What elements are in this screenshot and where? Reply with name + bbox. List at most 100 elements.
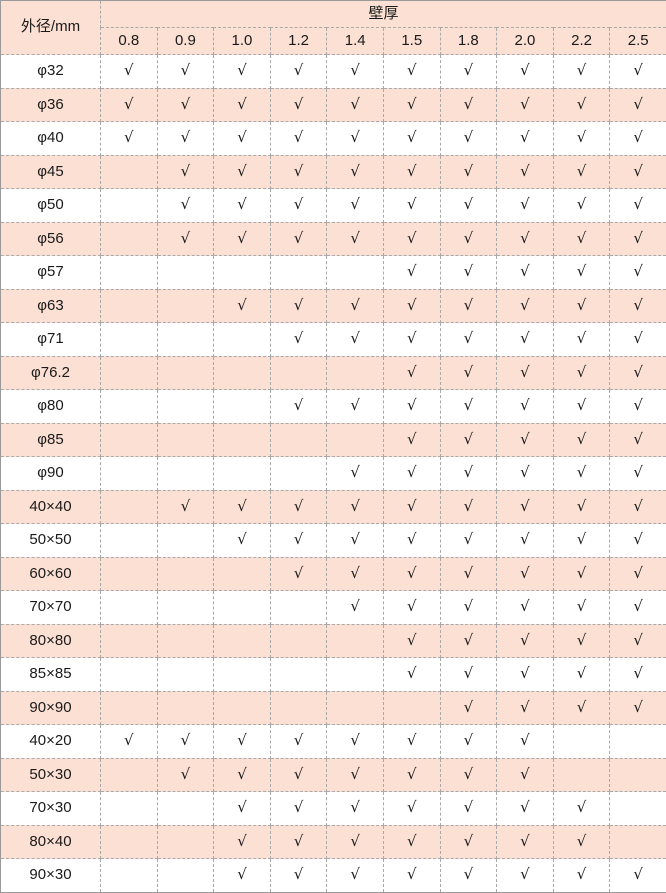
cell-available-check: √ bbox=[157, 490, 214, 524]
cell-available-check: √ bbox=[270, 122, 327, 156]
cell-available-check: √ bbox=[214, 222, 271, 256]
cell-available-check: √ bbox=[440, 725, 497, 759]
cell-empty bbox=[553, 758, 610, 792]
table-row: φ45√√√√√√√√√ bbox=[1, 155, 666, 189]
cell-available-check: √ bbox=[270, 792, 327, 826]
check-icon: √ bbox=[350, 298, 360, 313]
check-icon: √ bbox=[633, 164, 643, 179]
cell-available-check: √ bbox=[610, 591, 666, 625]
cell-available-check: √ bbox=[214, 825, 271, 859]
check-icon: √ bbox=[633, 130, 643, 145]
check-icon: √ bbox=[633, 264, 643, 279]
cell-available-check: √ bbox=[553, 88, 610, 122]
row-label-size: 80×80 bbox=[1, 624, 101, 658]
table-row: 90×30√√√√√√√√ bbox=[1, 859, 666, 893]
check-icon: √ bbox=[577, 566, 587, 581]
check-icon: √ bbox=[520, 633, 530, 648]
check-icon: √ bbox=[577, 398, 587, 413]
check-icon: √ bbox=[237, 298, 247, 313]
cell-available-check: √ bbox=[383, 323, 440, 357]
cell-available-check: √ bbox=[383, 256, 440, 290]
cell-empty bbox=[101, 758, 158, 792]
cell-available-check: √ bbox=[440, 122, 497, 156]
cell-available-check: √ bbox=[383, 591, 440, 625]
check-icon: √ bbox=[294, 767, 304, 782]
row-label-size: φ63 bbox=[1, 289, 101, 323]
cell-empty bbox=[101, 390, 158, 424]
check-icon: √ bbox=[464, 566, 474, 581]
check-icon: √ bbox=[520, 432, 530, 447]
check-icon: √ bbox=[237, 231, 247, 246]
check-icon: √ bbox=[464, 432, 474, 447]
cell-available-check: √ bbox=[553, 289, 610, 323]
cell-empty bbox=[157, 591, 214, 625]
check-icon: √ bbox=[520, 767, 530, 782]
table-row: φ57√√√√√ bbox=[1, 256, 666, 290]
cell-available-check: √ bbox=[440, 88, 497, 122]
cell-available-check: √ bbox=[610, 658, 666, 692]
check-icon: √ bbox=[350, 599, 360, 614]
check-icon: √ bbox=[181, 97, 191, 112]
check-icon: √ bbox=[294, 566, 304, 581]
cell-available-check: √ bbox=[327, 122, 384, 156]
row-label-size: φ76.2 bbox=[1, 356, 101, 390]
cell-empty bbox=[101, 457, 158, 491]
check-icon: √ bbox=[350, 733, 360, 748]
check-icon: √ bbox=[577, 700, 587, 715]
cell-available-check: √ bbox=[383, 88, 440, 122]
check-icon: √ bbox=[577, 532, 587, 547]
cell-available-check: √ bbox=[497, 122, 554, 156]
check-icon: √ bbox=[181, 767, 191, 782]
cell-available-check: √ bbox=[553, 323, 610, 357]
cell-empty bbox=[214, 624, 271, 658]
check-icon: √ bbox=[407, 298, 417, 313]
row-label-size: φ50 bbox=[1, 189, 101, 223]
cell-available-check: √ bbox=[610, 356, 666, 390]
cell-available-check: √ bbox=[270, 859, 327, 893]
cell-available-check: √ bbox=[214, 490, 271, 524]
cell-available-check: √ bbox=[214, 155, 271, 189]
cell-available-check: √ bbox=[610, 256, 666, 290]
cell-empty bbox=[101, 557, 158, 591]
cell-available-check: √ bbox=[157, 189, 214, 223]
check-icon: √ bbox=[520, 599, 530, 614]
check-icon: √ bbox=[350, 532, 360, 547]
cell-available-check: √ bbox=[383, 859, 440, 893]
row-label-size: φ80 bbox=[1, 390, 101, 424]
table-row: φ90√√√√√√ bbox=[1, 457, 666, 491]
check-icon: √ bbox=[577, 800, 587, 815]
cell-available-check: √ bbox=[270, 155, 327, 189]
cell-available-check: √ bbox=[157, 55, 214, 89]
column-header-thickness-0.8: 0.8 bbox=[101, 28, 158, 55]
check-icon: √ bbox=[350, 231, 360, 246]
column-header-thickness-2.0: 2.0 bbox=[497, 28, 554, 55]
table-row: 50×50√√√√√√√√ bbox=[1, 524, 666, 558]
check-icon: √ bbox=[181, 231, 191, 246]
cell-available-check: √ bbox=[214, 758, 271, 792]
cell-empty bbox=[101, 524, 158, 558]
cell-empty bbox=[157, 323, 214, 357]
cell-empty bbox=[270, 356, 327, 390]
cell-available-check: √ bbox=[214, 524, 271, 558]
cell-empty bbox=[214, 557, 271, 591]
cell-empty bbox=[327, 356, 384, 390]
cell-empty bbox=[270, 423, 327, 457]
cell-available-check: √ bbox=[553, 859, 610, 893]
cell-available-check: √ bbox=[497, 490, 554, 524]
row-label-size: φ56 bbox=[1, 222, 101, 256]
table-row: φ36√√√√√√√√√√ bbox=[1, 88, 666, 122]
check-icon: √ bbox=[407, 63, 417, 78]
check-icon: √ bbox=[577, 365, 587, 380]
cell-empty bbox=[214, 390, 271, 424]
row-label-size: 85×85 bbox=[1, 658, 101, 692]
check-icon: √ bbox=[577, 432, 587, 447]
check-icon: √ bbox=[237, 130, 247, 145]
check-icon: √ bbox=[407, 834, 417, 849]
cell-available-check: √ bbox=[497, 725, 554, 759]
cell-empty bbox=[101, 189, 158, 223]
cell-empty bbox=[157, 289, 214, 323]
cell-empty bbox=[101, 792, 158, 826]
cell-available-check: √ bbox=[270, 289, 327, 323]
check-icon: √ bbox=[464, 834, 474, 849]
